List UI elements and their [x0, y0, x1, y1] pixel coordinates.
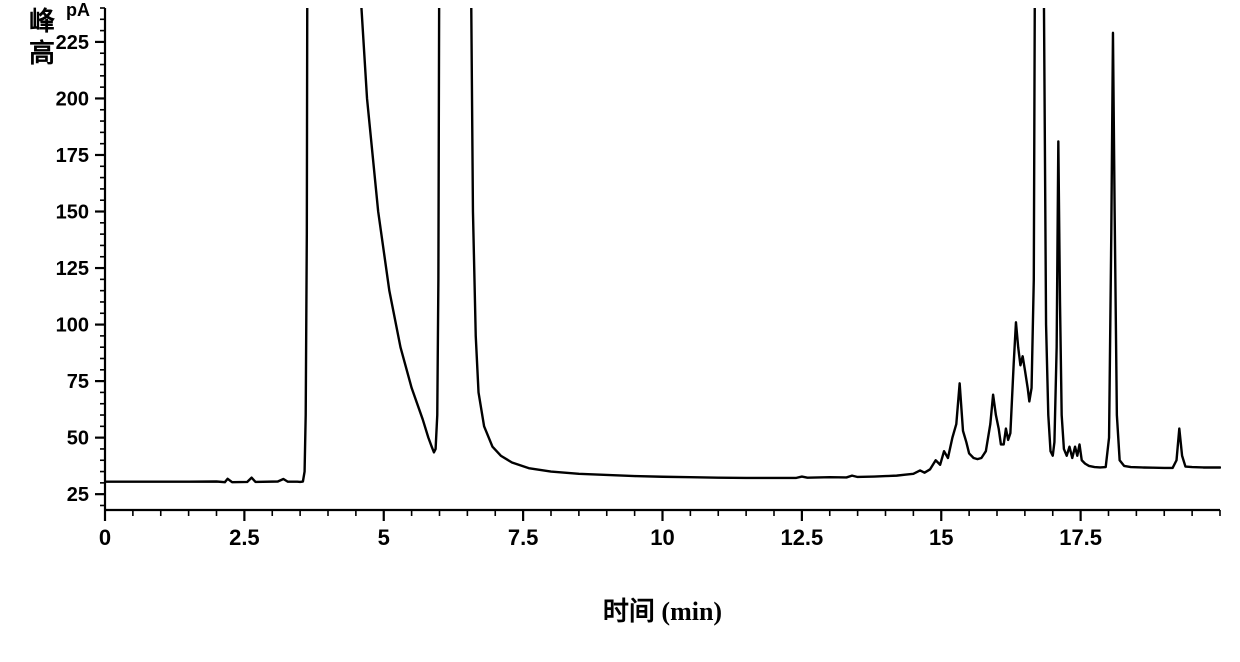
x-tick-label: 7.5	[508, 525, 539, 550]
y-tick-label: 200	[56, 88, 89, 110]
y-tick-label: 175	[56, 145, 89, 167]
y-tick-label: 225	[56, 32, 89, 54]
x-tick-label: 15	[929, 525, 953, 550]
y-tick-label: 125	[56, 258, 89, 280]
x-tick-label: 17.5	[1059, 525, 1102, 550]
x-axis-title-label: 时间 (min)	[603, 597, 722, 626]
y-axis-title-char: 峰	[29, 7, 55, 36]
x-tick-label: 5	[378, 525, 390, 550]
x-tick-label: 2.5	[229, 525, 260, 550]
y-tick-label: 150	[56, 202, 89, 224]
chromatogram-chart: 25 50 75 100 125 150 175 200 225 0 2.5 5 7.5 10 12.5 15…	[0, 0, 1240, 662]
y-tick-label: 100	[56, 315, 89, 337]
x-tick-label: 0	[99, 525, 111, 550]
y-axis-unit-label: pA	[66, 0, 90, 20]
y-tick-label: 25	[67, 484, 89, 506]
y-tick-label: 75	[67, 371, 89, 393]
y-tick-label: 50	[67, 428, 89, 450]
chromatogram-trace	[105, 0, 1220, 482]
x-tick-label: 10	[650, 525, 674, 550]
y-axis-title-char: 高	[29, 38, 55, 68]
x-tick-label: 12.5	[780, 525, 823, 550]
